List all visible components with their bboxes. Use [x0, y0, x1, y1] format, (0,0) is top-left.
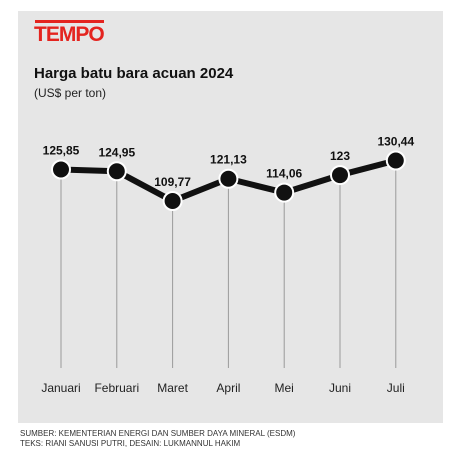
tempo-logo: TEMPO [34, 23, 105, 46]
chart-title: Harga batu bara acuan 2024 [34, 65, 234, 82]
data-label-januari: 125,85 [43, 143, 80, 157]
credits-note: TEKS: RIANI SANUSI PUTRI, DESAIN: LUKMAN… [20, 439, 241, 448]
chart-footer: SUMBER: KEMENTERIAN ENERGI DAN SUMBER DA… [20, 429, 295, 449]
data-point-mei [274, 182, 295, 203]
data-label-mei: 114,06 [266, 167, 302, 181]
chart-panel [18, 11, 443, 423]
chart-subtitle: (US$ per ton) [34, 86, 107, 100]
data-label-juli: 130,44 [377, 135, 414, 149]
x-tick-label-januari: Januari [41, 381, 80, 395]
x-tick-label-februari: Februari [94, 381, 139, 395]
data-point-maret [162, 191, 183, 211]
data-point-april [218, 168, 239, 189]
x-tick-label-juni: Juni [329, 381, 351, 395]
data-point-februari [106, 161, 127, 182]
source-note: SUMBER: KEMENTERIAN ENERGI DAN SUMBER DA… [20, 429, 296, 438]
data-label-juni: 123 [330, 149, 350, 163]
data-point-juli [385, 150, 406, 171]
data-label-februari: 124,95 [98, 145, 135, 159]
x-tick-label-juli: Juli [387, 381, 405, 395]
data-label-april: 121,13 [210, 153, 247, 167]
data-point-juni [330, 165, 350, 186]
logo-bar [35, 20, 104, 23]
data-label-maret: 109,77 [154, 175, 191, 189]
x-tick-label-maret: Maret [157, 381, 188, 395]
x-tick-label-mei: Mei [275, 381, 294, 395]
data-point-januari [51, 159, 71, 180]
x-tick-label-april: April [216, 381, 240, 395]
